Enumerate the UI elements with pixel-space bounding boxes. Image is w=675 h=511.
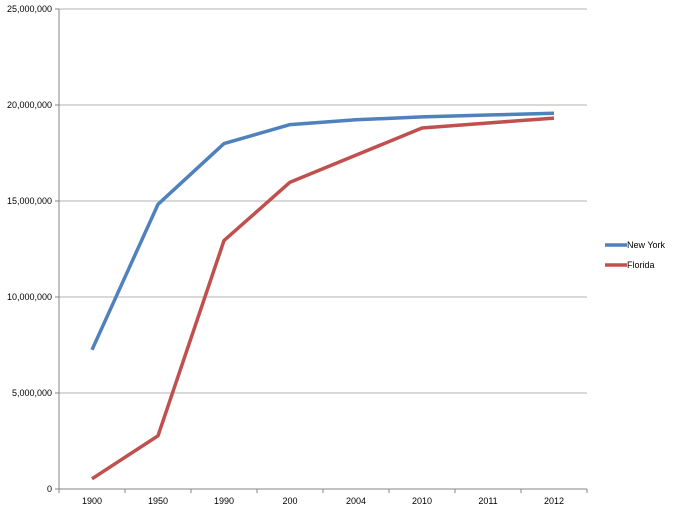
series-lines (90, 111, 555, 481)
y-tick-label-0: 0 (47, 484, 52, 494)
y-tick-label-1: 5,000,000 (12, 388, 52, 398)
legend-label-1: Florida (627, 260, 655, 270)
series-line-new-york (90, 111, 555, 351)
legend: New York Florida (605, 240, 666, 270)
series-line-florida (91, 116, 555, 481)
x-tick-label-3: 200 (282, 496, 297, 506)
x-tick-label-6: 2011 (478, 496, 497, 506)
gridlines (59, 8, 587, 394)
y-axis-ticks: 0 5,000,000 10,000,000 15,000,000 20,000,000… (7, 4, 59, 494)
legend-label-0: New York (627, 240, 666, 250)
x-tick-label-1: 1950 (148, 496, 168, 506)
y-tick-label-4: 20,000,000 (7, 100, 52, 110)
x-axis: 1900 1950 1990 200 2004 2010 2011 2012 (58, 9, 588, 506)
y-tick-label-2: 10,000,000 (7, 292, 52, 302)
y-tick-label-3: 15,000,000 (7, 196, 52, 206)
x-tick-label-4: 2004 (346, 496, 366, 506)
x-tick-label-7: 2012 (544, 496, 564, 506)
x-tick-label-0: 1900 (82, 496, 102, 506)
y-tick-label-5: 25,000,000 (7, 4, 52, 14)
x-tick-label-5: 2010 (412, 496, 432, 506)
x-tick-label-2: 1990 (214, 496, 234, 506)
